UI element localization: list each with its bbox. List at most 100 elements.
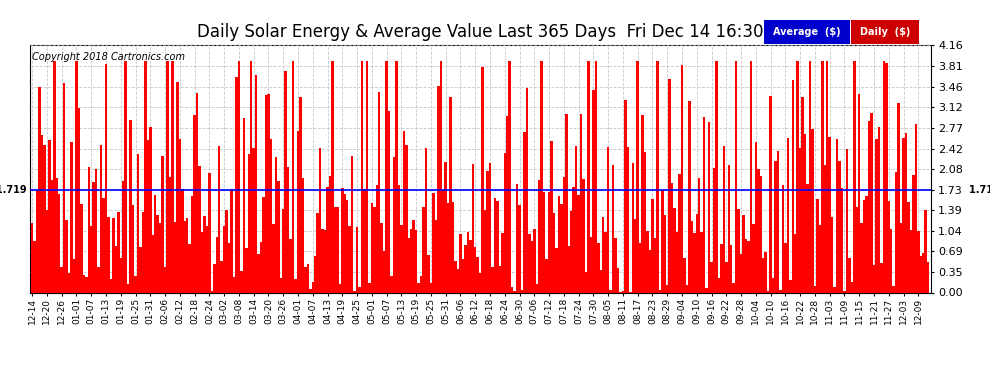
Bar xyxy=(565,114,567,292)
Bar xyxy=(897,103,900,292)
Bar xyxy=(878,128,880,292)
Bar xyxy=(73,259,75,292)
Bar xyxy=(442,190,445,292)
Bar xyxy=(410,229,413,292)
Bar xyxy=(831,217,834,292)
Bar xyxy=(120,258,122,292)
Bar xyxy=(193,115,196,292)
Bar xyxy=(400,225,403,292)
Text: 1.719 ►: 1.719 ► xyxy=(969,185,990,195)
Bar xyxy=(816,200,819,292)
Bar xyxy=(221,261,223,292)
Bar xyxy=(708,122,710,292)
Bar xyxy=(164,267,166,292)
Bar xyxy=(213,264,216,292)
Bar xyxy=(186,218,188,292)
Bar xyxy=(405,146,408,292)
Bar xyxy=(110,279,112,292)
Bar xyxy=(920,256,922,292)
Bar xyxy=(484,210,486,292)
Bar xyxy=(639,243,642,292)
Bar xyxy=(582,179,585,292)
Bar xyxy=(60,267,63,292)
Bar xyxy=(735,61,738,292)
Bar xyxy=(792,80,794,292)
Bar xyxy=(370,203,373,292)
Bar xyxy=(698,178,701,292)
Bar xyxy=(637,61,639,292)
Bar xyxy=(890,229,892,292)
Bar xyxy=(925,210,927,292)
Bar xyxy=(681,65,683,292)
Bar xyxy=(538,180,541,292)
Bar xyxy=(231,189,233,292)
Bar xyxy=(617,268,619,292)
Bar xyxy=(683,258,686,292)
Bar xyxy=(595,61,597,292)
Bar xyxy=(605,232,607,292)
Bar xyxy=(479,273,481,292)
Bar xyxy=(688,101,691,292)
Bar xyxy=(693,233,696,292)
Bar xyxy=(82,274,85,292)
Bar xyxy=(602,217,605,292)
Bar xyxy=(733,283,735,292)
Bar xyxy=(843,291,845,292)
Bar xyxy=(39,87,41,292)
Bar xyxy=(92,182,95,292)
Bar xyxy=(764,252,767,292)
Bar xyxy=(900,223,902,292)
Bar xyxy=(339,284,342,292)
Bar xyxy=(819,225,821,292)
Bar xyxy=(355,226,358,292)
Bar xyxy=(514,291,516,292)
Bar xyxy=(720,244,723,292)
Bar xyxy=(841,189,843,292)
Bar xyxy=(277,181,279,292)
Bar xyxy=(337,207,339,292)
Bar xyxy=(289,239,292,292)
Bar xyxy=(85,277,87,292)
Bar xyxy=(486,171,489,292)
Bar xyxy=(425,148,428,292)
Bar xyxy=(927,262,930,292)
Bar xyxy=(380,223,383,292)
Bar xyxy=(622,291,624,292)
Bar xyxy=(378,92,380,292)
Bar xyxy=(319,148,322,292)
Bar xyxy=(135,276,137,292)
Bar xyxy=(173,222,176,292)
Bar xyxy=(87,168,90,292)
Bar xyxy=(97,267,100,292)
Bar xyxy=(829,137,831,292)
Bar xyxy=(302,178,304,292)
Bar xyxy=(413,220,415,292)
Bar xyxy=(344,194,346,292)
Bar xyxy=(223,226,226,292)
Bar xyxy=(474,247,476,292)
Bar xyxy=(644,152,646,292)
Bar xyxy=(201,232,203,292)
Bar xyxy=(49,140,50,292)
Bar xyxy=(332,61,334,292)
Bar xyxy=(250,61,252,292)
Bar xyxy=(75,61,77,292)
Bar xyxy=(145,61,147,292)
Bar xyxy=(536,285,538,292)
Bar xyxy=(701,232,703,292)
Bar xyxy=(597,243,600,292)
Bar xyxy=(663,215,666,292)
Bar xyxy=(168,177,171,292)
Bar xyxy=(105,64,107,292)
Bar xyxy=(922,253,925,292)
Bar xyxy=(521,290,524,292)
Text: Average  ($): Average ($) xyxy=(773,27,841,37)
Bar xyxy=(63,83,65,292)
Bar xyxy=(666,285,668,292)
Bar xyxy=(691,221,693,292)
Bar xyxy=(176,82,178,292)
Bar xyxy=(130,120,132,292)
Bar xyxy=(171,61,173,292)
Bar xyxy=(70,142,73,292)
Bar xyxy=(420,276,423,292)
